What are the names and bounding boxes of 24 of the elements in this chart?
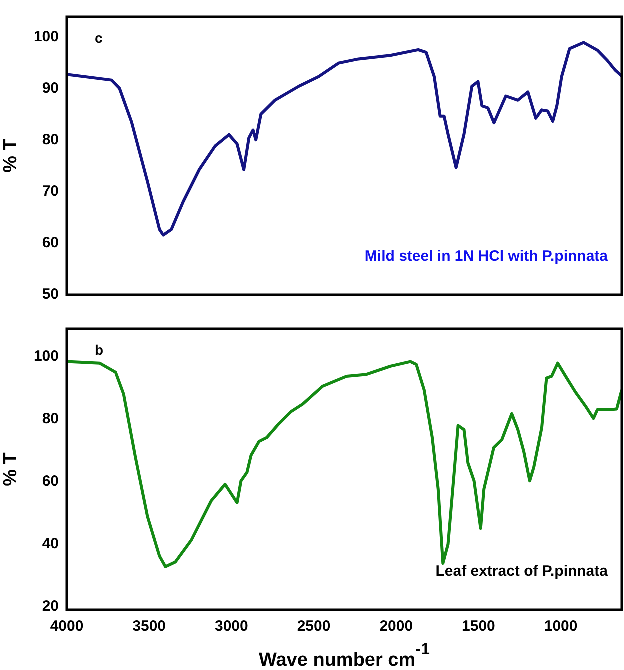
x-tick-label: 2000 — [380, 618, 414, 636]
x-tick-label: 3000 — [215, 618, 248, 636]
annotation: c — [95, 30, 103, 46]
y-tick-label: 80 — [42, 132, 59, 149]
annotation: Leaf extract of P.pinnata — [436, 563, 609, 580]
y-tick-label: 60 — [42, 234, 59, 252]
y-tick-label: 80 — [42, 410, 59, 428]
y-tick-label: 70 — [42, 183, 59, 200]
x-tick-label: 1500 — [462, 618, 496, 636]
y-tick-label: 50 — [42, 286, 59, 304]
y-tick-label: 100 — [34, 348, 59, 366]
y-tick-label: 100 — [34, 28, 59, 46]
y-tick-label: 20 — [42, 598, 59, 616]
y-tick-label: 90 — [42, 80, 59, 98]
y-tick-label: 60 — [42, 473, 59, 490]
y-tick-label: 40 — [42, 536, 59, 553]
annotation: Mild steel in 1N HCl with P.pinnata — [364, 248, 609, 266]
x-tick-label: 4000 — [50, 618, 84, 636]
annotation: b — [95, 342, 104, 358]
x-tick-label: 3500 — [132, 618, 166, 636]
x-tick-label: 1000 — [544, 618, 578, 636]
y-axis-title: % T — [0, 138, 22, 173]
x-tick-label: 2500 — [297, 618, 331, 636]
y-axis-title: % T — [0, 452, 22, 486]
